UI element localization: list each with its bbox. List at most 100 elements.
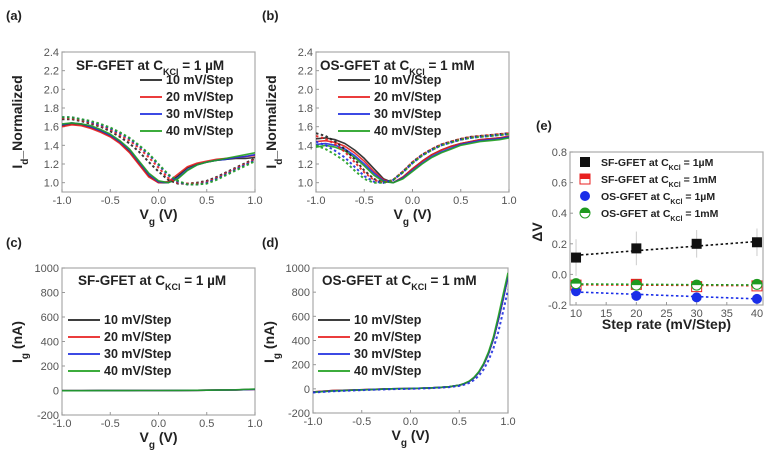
x-tick-label: 0.0 bbox=[151, 418, 166, 430]
y-tick-label: 2.2 bbox=[298, 66, 313, 78]
y-tick-label: 1.8 bbox=[298, 103, 313, 115]
y-tick-label: 0.4 bbox=[552, 208, 567, 220]
y-axis-label-rest: (nA) bbox=[9, 321, 25, 353]
legend-label-main: SF-GFET at C bbox=[601, 174, 669, 186]
legend-label-rest: = 1mM bbox=[682, 208, 718, 220]
y-tick-label: 1.4 bbox=[44, 140, 59, 152]
legend-label: 10 mV/Step bbox=[166, 73, 234, 87]
panel-title-rest: = 1 µM bbox=[181, 273, 227, 288]
panel-label: (e) bbox=[536, 118, 552, 133]
series-4 bbox=[570, 278, 763, 291]
y-tick-label: 2.0 bbox=[298, 84, 313, 96]
x-axis-label: Vg (V) bbox=[393, 206, 431, 228]
x-tick-label: -0.5 bbox=[101, 195, 120, 207]
panel-a: (a) 1.0 1.2 1.4 1.6 1.8 2.0 2.2 2.4 -1.0 -0.5 0.0 0.… bbox=[6, 8, 263, 228]
legend-label: 40 mV/Step bbox=[354, 364, 422, 378]
y-tick-label: 1.0 bbox=[298, 178, 313, 190]
panel-c: (c) -200 0 200 400 600 800 1000 -1.0 -0.5 0.0 0.5 1.… bbox=[6, 235, 263, 451]
data-point-circle bbox=[751, 293, 762, 304]
y-axis-label-main: I bbox=[261, 359, 277, 363]
panel-label: (a) bbox=[6, 8, 22, 23]
y-tick-label: 800 bbox=[41, 288, 59, 300]
x-tick-label: -1.0 bbox=[307, 195, 326, 207]
y-axis-label-rest: _Normalized bbox=[263, 75, 279, 159]
panel-label: (c) bbox=[6, 235, 22, 250]
x-axis-label: Vg (V) bbox=[391, 427, 429, 449]
y-axis-label-main: I bbox=[263, 165, 279, 169]
legend-label: 20 mV/Step bbox=[374, 90, 442, 104]
x-axis-label-rest: (V) bbox=[409, 206, 432, 222]
y-tick-label: 400 bbox=[41, 337, 59, 349]
y-axis-label-sub: d bbox=[274, 159, 285, 165]
series-line-8 bbox=[316, 133, 509, 184]
legend-label: SF-GFET at CKCl = 1mM bbox=[601, 174, 717, 189]
series-line-2 bbox=[316, 135, 509, 184]
curves bbox=[62, 116, 255, 186]
series-line-4 bbox=[62, 388, 255, 392]
data-point-square bbox=[691, 238, 702, 249]
y-tick-label: 400 bbox=[292, 336, 310, 348]
x-tick-label: 0.0 bbox=[151, 195, 166, 207]
panel-title-main: SF-GFET at C bbox=[76, 58, 163, 73]
x-axis-label-main: V bbox=[393, 206, 403, 222]
y-axis-label-main: I bbox=[9, 359, 25, 363]
x-tick-label: -0.5 bbox=[355, 195, 374, 207]
x-tick-label: 0.5 bbox=[453, 195, 468, 207]
x-tick-label: -0.5 bbox=[101, 418, 120, 430]
data-point-square bbox=[751, 237, 762, 248]
curves bbox=[313, 272, 508, 394]
legend-label: 30 mV/Step bbox=[374, 107, 442, 121]
legend-label-rest: = 1µM bbox=[682, 191, 715, 203]
legend-marker-circle-half bbox=[580, 208, 590, 213]
x-axis-label-main: V bbox=[139, 206, 149, 222]
y-tick-label: 200 bbox=[41, 361, 59, 373]
y-tick-label: 1000 bbox=[286, 263, 310, 275]
y-axis-label-main: I bbox=[9, 165, 25, 169]
legend-label: OS-GFET at CKCl = 1mM bbox=[601, 208, 719, 223]
x-tick-label: 0.5 bbox=[452, 416, 467, 428]
y-tick-label: 0.6 bbox=[552, 178, 567, 190]
data-point-square bbox=[571, 252, 582, 263]
y-axis-label: Ig (nA) bbox=[9, 321, 31, 363]
y-axis-label-rest: (nA) bbox=[261, 321, 277, 353]
x-tick-label: 30 bbox=[691, 308, 703, 320]
x-tick-label: 1.0 bbox=[500, 416, 515, 428]
y-tick-label: -200 bbox=[37, 410, 59, 422]
y-tick-label: 600 bbox=[292, 311, 310, 323]
legend-marker-square-half bbox=[580, 174, 590, 179]
panel-title-rest: = 1 mM bbox=[425, 58, 475, 73]
legend-label-sub: KCl bbox=[670, 216, 682, 223]
panel-title: SF-GFET at CKCl = 1 µM bbox=[76, 58, 224, 77]
series-line-5 bbox=[313, 289, 508, 394]
series-line-8 bbox=[62, 116, 255, 186]
y-tick-label: 2.2 bbox=[44, 66, 59, 78]
x-axis-label-sub: g bbox=[149, 440, 155, 451]
y-tick-label: 2.4 bbox=[44, 47, 59, 59]
legend-marker-circle bbox=[580, 191, 590, 201]
x-tick-label: 10 bbox=[570, 308, 582, 320]
legend-label: 10 mV/Step bbox=[374, 73, 442, 87]
legend-label: 30 mV/Step bbox=[354, 347, 422, 361]
panel-title-rest: = 1 mM bbox=[427, 273, 477, 288]
x-axis-label-sub: g bbox=[401, 438, 407, 449]
x-tick-label: -0.5 bbox=[352, 416, 371, 428]
panel-title-sub: KCl bbox=[409, 67, 425, 77]
legend-label-rest: = 1mM bbox=[681, 174, 717, 186]
data-point-circle-half bbox=[571, 278, 582, 284]
legend-label: 20 mV/Step bbox=[354, 330, 422, 344]
panel-title-rest: = 1 µM bbox=[179, 58, 225, 73]
panel-d: (d) -200 0 200 400 600 800 1000 -1.0 -0.5 0.0 0.5 1.… bbox=[261, 235, 516, 449]
y-tick-label: 1000 bbox=[35, 263, 59, 275]
legend-label: 30 mV/Step bbox=[104, 347, 172, 361]
x-axis-label-sub: g bbox=[149, 217, 155, 228]
legend-label: 40 mV/Step bbox=[374, 124, 442, 138]
x-tick-label: 0.5 bbox=[199, 195, 214, 207]
series-line-4 bbox=[62, 122, 255, 184]
legend-label-main: SF-GFET at C bbox=[601, 157, 669, 169]
fit-line bbox=[575, 240, 758, 257]
data-point-circle-half bbox=[631, 280, 642, 286]
y-axis-label-sub: d bbox=[20, 159, 31, 165]
panel-label: (d) bbox=[262, 235, 279, 250]
legend-label: 10 mV/Step bbox=[104, 313, 172, 327]
